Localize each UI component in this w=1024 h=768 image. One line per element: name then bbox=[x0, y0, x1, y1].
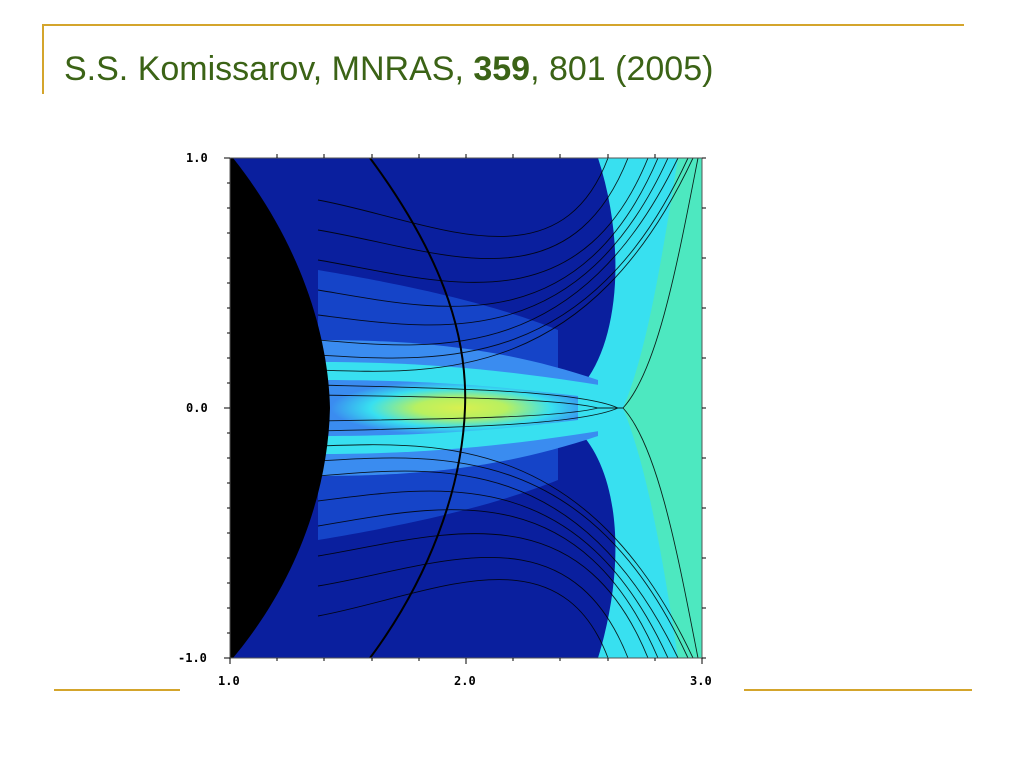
top-ticks bbox=[276, 154, 656, 158]
y-tick-bottom: -1.0 bbox=[178, 651, 207, 665]
ergosphere-arc bbox=[369, 158, 467, 658]
x-tick-right: 3.0 bbox=[690, 674, 712, 688]
right-aqua-region bbox=[623, 158, 702, 658]
title-prefix: S.S. Komissarov, MNRAS, bbox=[64, 50, 474, 88]
y-tick-middle: 0.0 bbox=[186, 401, 208, 415]
black-hole bbox=[230, 158, 330, 658]
top-rule bbox=[42, 24, 964, 26]
slide-title: S.S. Komissarov, MNRAS, 359, 801 (2005) bbox=[64, 50, 713, 89]
title-suffix: , 801 (2005) bbox=[530, 50, 714, 88]
field-lines bbox=[317, 158, 699, 658]
left-ticks bbox=[224, 157, 230, 659]
left-rule bbox=[42, 24, 44, 94]
bottom-ticks bbox=[229, 658, 703, 664]
title-volume: 359 bbox=[473, 50, 531, 88]
bottom-rule-left bbox=[54, 689, 180, 691]
x-tick-left: 1.0 bbox=[218, 674, 240, 688]
y-tick-top: 1.0 bbox=[186, 151, 208, 165]
simulation-figure: 1.0 0.0 -1.0 1.0 2.0 3.0 bbox=[178, 140, 738, 700]
heatmap-plot bbox=[224, 154, 706, 664]
jet-core bbox=[318, 380, 578, 436]
right-ticks bbox=[702, 157, 706, 659]
x-tick-middle: 2.0 bbox=[454, 674, 476, 688]
bottom-rule-right bbox=[744, 689, 972, 691]
